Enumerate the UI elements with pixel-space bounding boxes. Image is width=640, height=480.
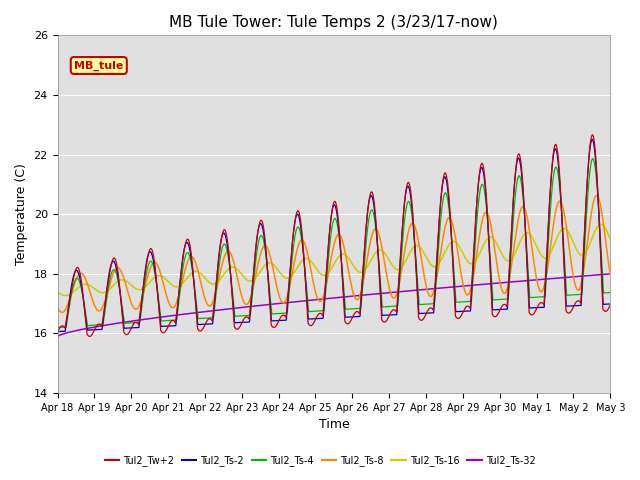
Title: MB Tule Tower: Tule Temps 2 (3/23/17-now): MB Tule Tower: Tule Temps 2 (3/23/17-now… (170, 15, 499, 30)
Legend: Tul2_Tw+2, Tul2_Ts-2, Tul2_Ts-4, Tul2_Ts-8, Tul2_Ts-16, Tul2_Ts-32: Tul2_Tw+2, Tul2_Ts-2, Tul2_Ts-4, Tul2_Ts… (100, 452, 540, 470)
X-axis label: Time: Time (319, 419, 349, 432)
Y-axis label: Temperature (C): Temperature (C) (15, 163, 28, 265)
Text: MB_tule: MB_tule (74, 60, 124, 71)
